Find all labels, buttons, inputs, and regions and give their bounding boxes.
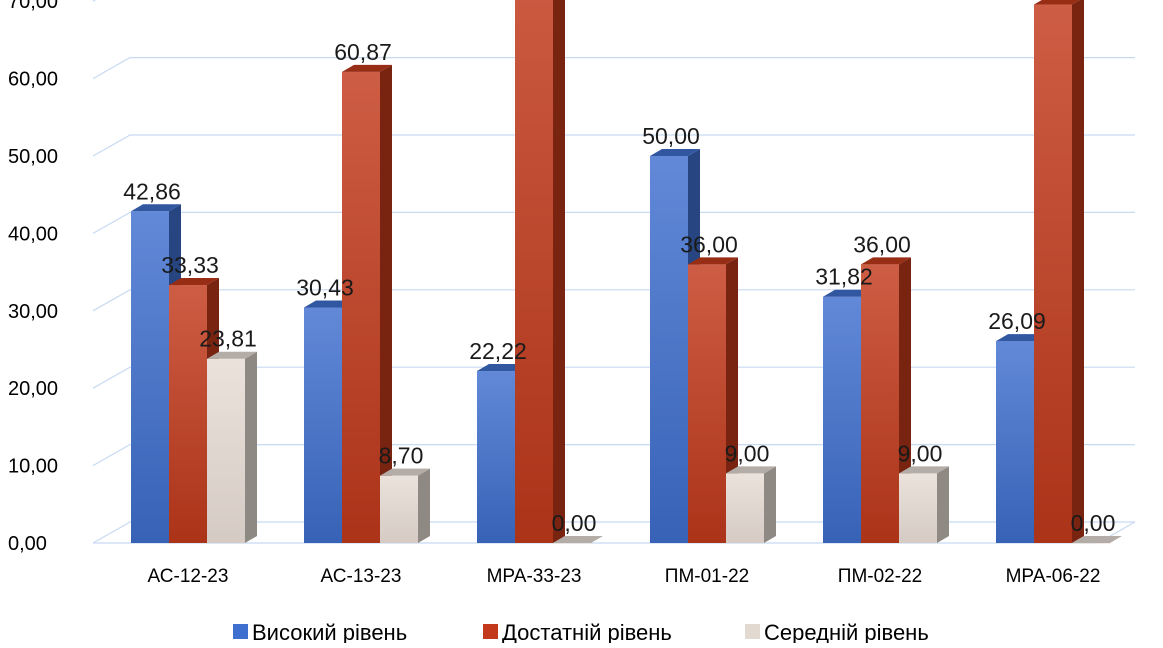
gridline <box>92 56 1135 80</box>
gridline <box>92 134 1135 157</box>
x-tick-label: ПМ-02-22 <box>838 566 922 587</box>
bars <box>131 0 1122 544</box>
gridline <box>92 211 1135 234</box>
x-axis: АС-12-23 АС-13-23 МРА-33-23 ПМ-01-22 ПМ-02-2… <box>148 566 1101 587</box>
legend-label: Середній рівень <box>764 620 929 643</box>
bar <box>207 351 257 543</box>
data-label: 42,86 <box>123 178 181 204</box>
data-label: 33,33 <box>161 252 219 278</box>
data-label: 8,70 <box>379 443 424 469</box>
legend-item: Середній рівень <box>745 620 929 645</box>
bar <box>342 64 392 543</box>
legend: Високий рівень Достатній рівень Середній р… <box>233 620 929 645</box>
data-label: 50,00 <box>642 123 700 149</box>
bar <box>1072 536 1122 544</box>
y-tick-label: 70,00 <box>8 0 58 13</box>
data-label: 60,87 <box>334 39 392 65</box>
data-label: 30,43 <box>296 274 354 300</box>
y-tick-label: 40,00 <box>8 223 58 245</box>
x-tick-label: МРА-33-23 <box>487 566 582 587</box>
gridline <box>92 289 1135 312</box>
bar <box>380 468 430 543</box>
x-tick-label: АС-13-23 <box>321 566 402 587</box>
data-labels: 42,8633,3323,8130,4360,878,7022,2277,780… <box>123 39 1116 536</box>
data-label: 26,09 <box>988 308 1046 334</box>
data-label: 9,00 <box>898 440 943 466</box>
data-label: 36,00 <box>680 231 738 257</box>
x-tick-label: АС-12-23 <box>148 566 229 587</box>
legend-swatch <box>233 624 248 639</box>
legend-label: Достатній рівень <box>502 620 672 643</box>
bar <box>861 257 911 543</box>
bar <box>515 0 565 544</box>
bar <box>726 466 776 543</box>
gridline <box>92 444 1135 467</box>
legend-label: Високий рівень <box>252 620 407 643</box>
y-tick-label: 20,00 <box>8 378 58 400</box>
data-label: 23,81 <box>199 326 257 352</box>
legend-item: Високий рівень <box>233 620 407 645</box>
legend-swatch <box>483 624 498 639</box>
x-tick-label: ПМ-01-22 <box>665 566 749 587</box>
y-tick-label: 50,00 <box>8 146 58 168</box>
data-label: 36,00 <box>853 231 911 257</box>
gridline <box>92 0 97 2</box>
legend-item: Достатній рівень <box>483 620 672 645</box>
data-label: 31,82 <box>815 264 873 290</box>
x-tick-label: МРА-06-22 <box>1006 566 1101 587</box>
bar <box>553 536 603 544</box>
y-tick-label: 10,00 <box>8 456 58 478</box>
y-tick-label: 30,00 <box>8 301 58 323</box>
y-tick-label: 0,00 <box>8 533 47 555</box>
y-tick-label: 60,00 <box>8 69 58 91</box>
legend-swatch <box>745 624 760 639</box>
bar <box>899 466 949 543</box>
y-axis: 0,0010,0020,0030,0040,0050,0060,0070,008… <box>8 0 58 555</box>
data-label: 22,22 <box>469 338 527 364</box>
gridline <box>92 521 1135 544</box>
data-label: 9,00 <box>725 440 770 466</box>
data-label: 0,00 <box>552 510 597 536</box>
data-label: 0,00 <box>1071 510 1116 536</box>
bar <box>1034 0 1084 544</box>
gridline <box>92 366 1135 389</box>
grid <box>92 0 1136 544</box>
